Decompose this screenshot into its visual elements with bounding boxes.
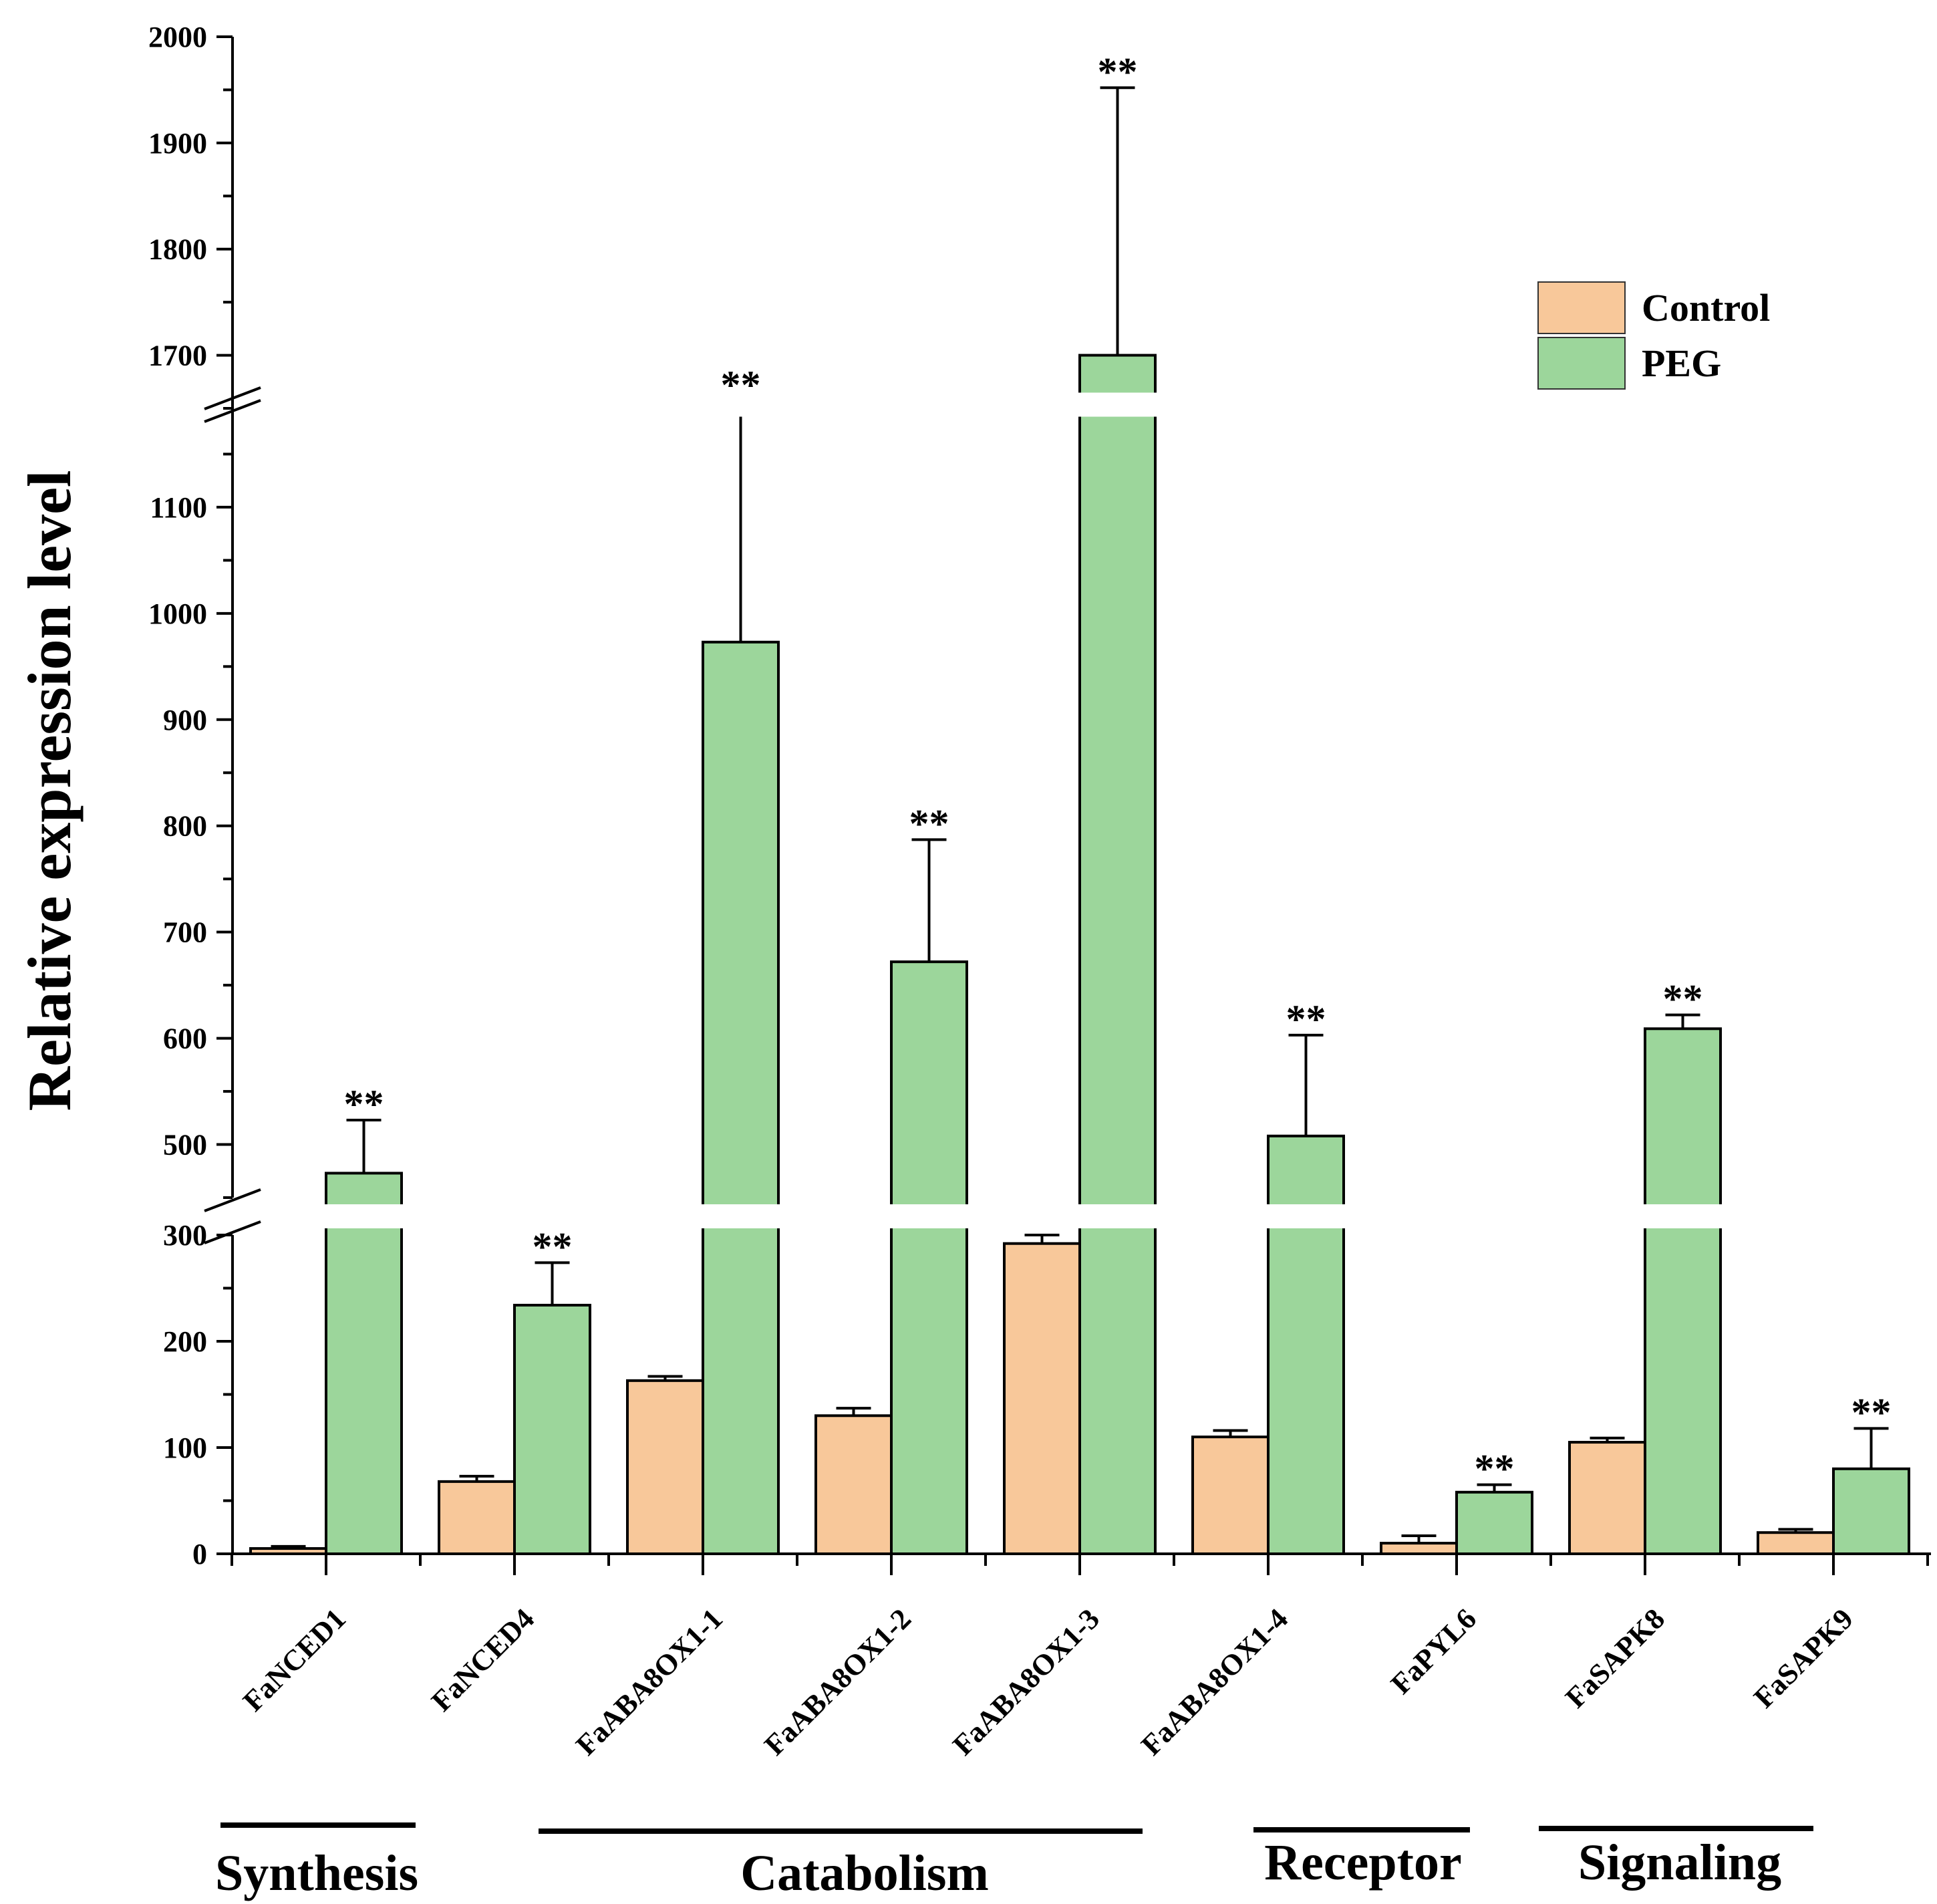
y-tick-label-1900: 1900	[148, 127, 207, 160]
legend-swatch-peg	[1537, 337, 1626, 390]
y-tick-label-1000: 1000	[148, 597, 207, 630]
significance-label-FaNCED4: **	[533, 1224, 573, 1268]
x-tick-label-FaABA8OX1-2: FaABA8OX1-2	[758, 1602, 917, 1762]
x-tick-label-FaABA8OX1-3: FaABA8OX1-3	[946, 1602, 1106, 1762]
significance-label-FaNCED1: **	[344, 1082, 384, 1126]
axis-break-mark-1-1	[204, 1220, 261, 1244]
y-tick-label-1100: 1100	[150, 491, 207, 524]
legend: Control PEG	[1537, 281, 1770, 390]
peg-bar-FaSAPK8	[1644, 1027, 1722, 1555]
peg-bar-FaABA8OX1-4	[1267, 1134, 1345, 1556]
control-bar-FaSAPK8	[1568, 1441, 1646, 1556]
control-bar-FaPYL6	[1380, 1542, 1458, 1556]
x-tick-label-FaSAPK9: FaSAPK9	[1747, 1602, 1859, 1714]
y-tick-label-2000: 2000	[148, 21, 207, 53]
y-tick-label-500: 500	[163, 1129, 207, 1162]
y-tick-label-1800: 1800	[148, 233, 207, 266]
x-tick-label-FaNCED4: FaNCED4	[425, 1602, 541, 1718]
axis-break-gap-1	[246, 1204, 1931, 1228]
control-bar-FaSAPK9	[1757, 1531, 1835, 1555]
control-bar-FaNCED4	[438, 1480, 516, 1555]
axis-break-mark-2-1	[204, 386, 261, 410]
peg-bar-FaNCED1	[325, 1172, 403, 1555]
control-bar-FaABA8OX1-4	[1191, 1436, 1270, 1556]
x-tick-label-FaSAPK8: FaSAPK8	[1559, 1602, 1671, 1714]
y-tick-label-800: 800	[163, 810, 207, 843]
y-tick-label-1700: 1700	[148, 339, 207, 372]
control-bar-FaABA8OX1-3	[1003, 1242, 1081, 1555]
y-tick-label-900: 900	[163, 704, 207, 736]
significance-label-FaABA8OX1-3: **	[1098, 49, 1138, 94]
y-tick-label-100: 100	[163, 1432, 207, 1464]
peg-bar-FaABA8OX1-1	[702, 640, 780, 1555]
y-tick-label-0: 0	[192, 1538, 207, 1571]
significance-label-FaSAPK9: **	[1851, 1390, 1892, 1434]
axis-break-mark-2-2	[204, 399, 261, 423]
significance-label-FaABA8OX1-4: **	[1286, 997, 1326, 1041]
bars-layer: ******************	[246, 49, 1931, 1556]
peg-bar-FaPYL6	[1455, 1490, 1533, 1556]
control-bar-FaABA8OX1-2	[814, 1414, 893, 1556]
legend-label-peg: PEG	[1642, 342, 1721, 385]
peg-bar-FaNCED4	[513, 1303, 591, 1555]
axis-break-mark-1-2	[204, 1188, 261, 1212]
control-bar-FaABA8OX1-1	[626, 1379, 704, 1556]
x-tick-label-FaPYL6: FaPYL6	[1384, 1602, 1483, 1700]
peg-bar-FaABA8OX1-3	[1078, 354, 1157, 1555]
legend-label-control: Control	[1642, 286, 1770, 329]
x-tick-label-FaABA8OX1-4: FaABA8OX1-4	[1135, 1602, 1294, 1762]
y-tick-label-700: 700	[163, 916, 207, 949]
group-label-catabolism: Catabolism	[740, 1845, 989, 1901]
group-label-synthesis: Synthesis	[215, 1845, 418, 1901]
y-tick-label-200: 200	[163, 1325, 207, 1358]
significance-label-FaSAPK8: **	[1663, 977, 1703, 1021]
group-label-receptor: Receptor	[1264, 1834, 1461, 1891]
significance-label-FaPYL6: **	[1475, 1447, 1515, 1491]
group-annotations: Synthesis Catabolism Receptor Signaling	[215, 1822, 1813, 1901]
axis-break-gap-2	[246, 392, 1931, 417]
y-tick-label-300: 300	[163, 1219, 207, 1252]
y-tick-label-600: 600	[163, 1023, 207, 1055]
y-axis-title: Relative expression level	[15, 470, 84, 1111]
x-tick-label-FaNCED1: FaNCED1	[237, 1602, 352, 1718]
peg-bar-FaABA8OX1-2	[890, 960, 968, 1555]
significance-label-FaABA8OX1-2: **	[909, 801, 949, 845]
peg-bar-FaSAPK9	[1832, 1467, 1910, 1556]
group-label-signaling: Signaling	[1578, 1834, 1781, 1891]
x-tick-label-FaABA8OX1-1: FaABA8OX1-1	[569, 1602, 729, 1762]
legend-swatch-control	[1537, 281, 1626, 334]
